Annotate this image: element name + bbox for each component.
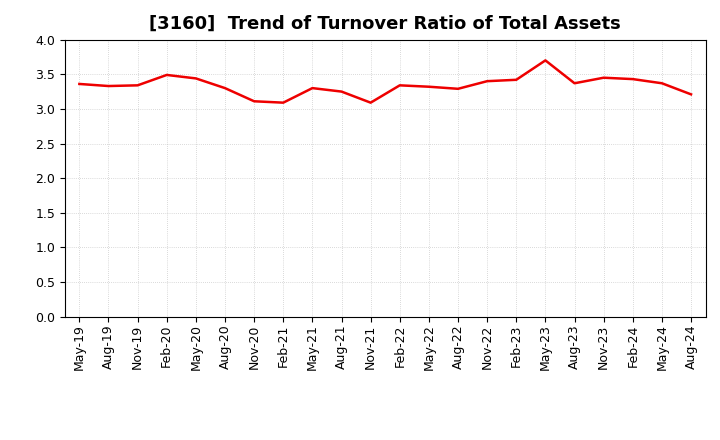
Title: [3160]  Trend of Turnover Ratio of Total Assets: [3160] Trend of Turnover Ratio of Total … xyxy=(149,15,621,33)
